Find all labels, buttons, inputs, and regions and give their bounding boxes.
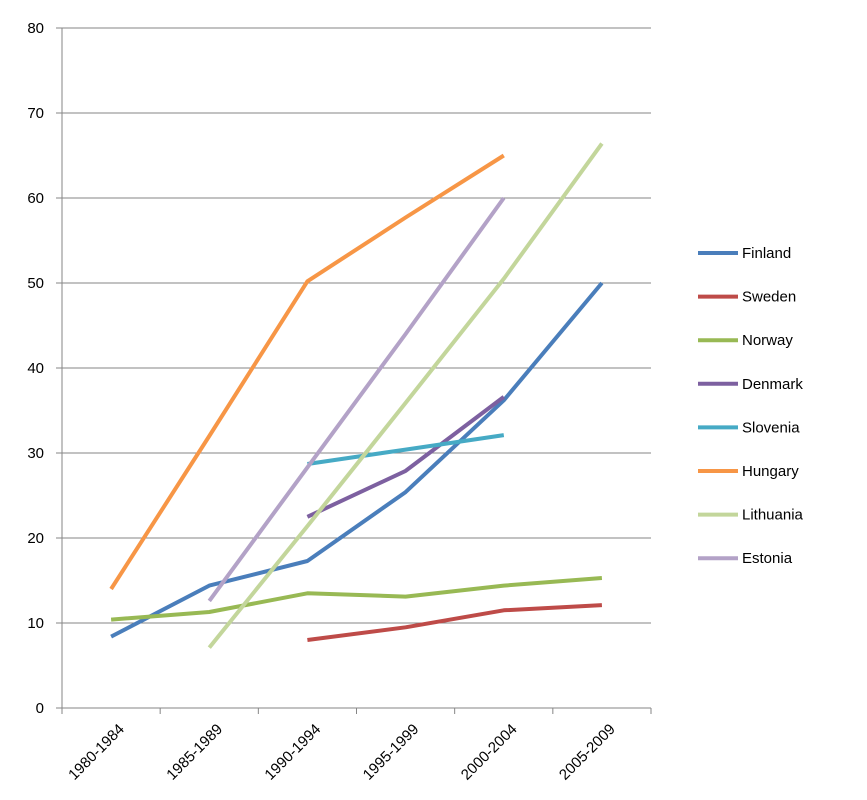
x-tick-label: 1995-1999 [360, 721, 423, 784]
series-line-sweden [307, 603, 603, 642]
x-tick-label: 2000-2004 [458, 721, 521, 784]
series-line-lithuania [207, 142, 604, 649]
series-line-hungary [109, 153, 505, 591]
y-axis-ticks: 0 10 20 30 40 50 60 70 80 [27, 20, 62, 717]
y-tick-label: 0 [36, 700, 44, 717]
y-tick-label: 50 [27, 275, 44, 292]
y-tick-label: 80 [27, 20, 44, 37]
y-tick-label: 70 [27, 105, 44, 122]
series-lines [109, 142, 604, 649]
y-tick-label: 60 [27, 190, 44, 207]
x-tick-label: 1990-1994 [262, 721, 325, 784]
series-line-finland [110, 281, 604, 639]
gridlines [62, 27, 651, 624]
legend-label-denmark: Denmark [742, 376, 803, 393]
legend-label-norway: Norway [742, 332, 793, 349]
legend-label-hungary: Hungary [742, 463, 799, 480]
legend-label-lithuania: Lithuania [742, 507, 804, 524]
legend: Finland Sweden Norway Denmark Slovenia Hungar… [698, 245, 804, 567]
x-tick-label: 2005-2009 [556, 721, 619, 784]
x-tick-label: 1985-1989 [163, 721, 226, 784]
x-tick-label: 1980-1984 [65, 721, 128, 784]
series-line-norway [110, 576, 603, 622]
legend-label-sweden: Sweden [742, 289, 796, 306]
series-line-denmark [306, 395, 506, 519]
legend-label-finland: Finland [742, 245, 791, 262]
legend-label-slovenia: Slovenia [742, 419, 800, 436]
legend-label-estonia: Estonia [742, 550, 793, 567]
x-axis-ticks: 1980-1984 1985-1989 1990-1994 1995-1999 2000… [61, 708, 652, 784]
y-tick-label: 30 [27, 445, 44, 462]
series-line-slovenia [307, 433, 505, 466]
y-tick-label: 40 [27, 360, 44, 377]
y-tick-label: 20 [27, 530, 44, 547]
y-tick-label: 10 [27, 615, 44, 632]
series-line-estonia [207, 196, 506, 603]
